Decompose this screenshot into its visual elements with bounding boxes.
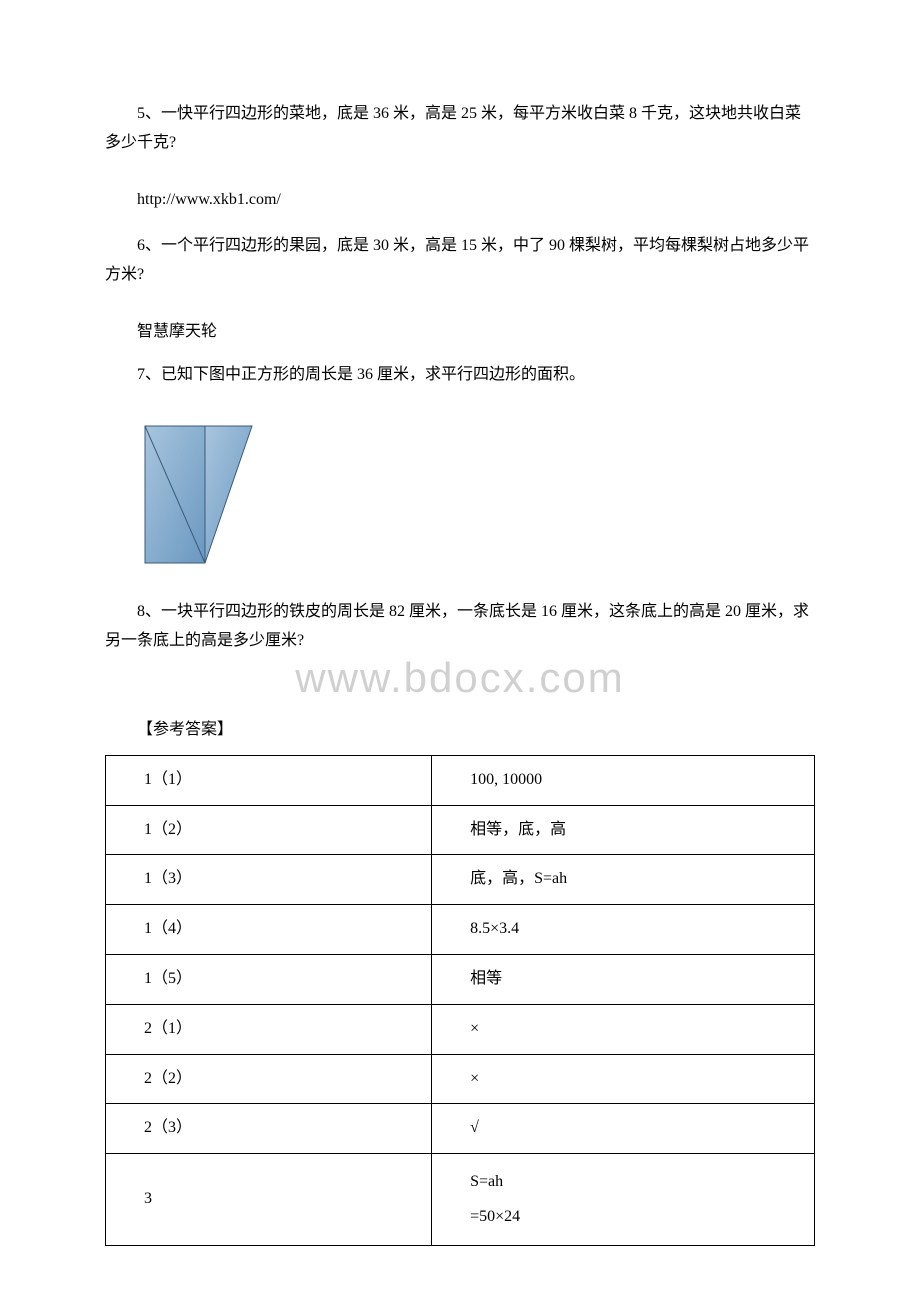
table-row: 1（5） 相等 bbox=[106, 954, 815, 1004]
answer-key-cell: 1（3） bbox=[106, 855, 432, 905]
answer-value-cell-multiline: S=ah =50×24 bbox=[432, 1154, 815, 1245]
url-link: http://www.xkb1.com/ bbox=[105, 186, 815, 215]
answer-key-cell: 2（3） bbox=[106, 1104, 432, 1154]
problem-8: 8、一块平行四边形的铁皮的周长是 82 厘米，一条底长是 16 厘米，这条底上的… bbox=[105, 598, 815, 656]
answer-value-cell: 100, 10000 bbox=[432, 755, 815, 805]
answer-key-cell: 1（1） bbox=[106, 755, 432, 805]
table-row: 3 S=ah =50×24 bbox=[106, 1154, 815, 1245]
answer-value-cell: × bbox=[432, 1004, 815, 1054]
answer-key-cell: 2（2） bbox=[106, 1054, 432, 1104]
table-row: 2（3） √ bbox=[106, 1104, 815, 1154]
answer-key-cell: 2（1） bbox=[106, 1004, 432, 1054]
answer-key-cell: 1（5） bbox=[106, 954, 432, 1004]
answer-key-cell: 1（4） bbox=[106, 905, 432, 955]
answer-value-cell: 相等，底，高 bbox=[432, 805, 815, 855]
table-row: 1（2） 相等，底，高 bbox=[106, 805, 815, 855]
answer-table: 1（1） 100, 10000 1（2） 相等，底，高 1（3） 底，高，S=a… bbox=[105, 755, 815, 1246]
table-row: 1（4） 8.5×3.4 bbox=[106, 905, 815, 955]
problem-5: 5、一快平行四边形的菜地，底是 36 米，高是 25 米，每平方米收白菜 8 千… bbox=[105, 100, 815, 158]
answer-line-1: S=ah bbox=[470, 1164, 806, 1199]
ferris-wheel-title: 智慧摩天轮 bbox=[105, 318, 815, 347]
answer-value-cell: 8.5×3.4 bbox=[432, 905, 815, 955]
table-row: 1（1） 100, 10000 bbox=[106, 755, 815, 805]
parallelogram-square-diagram bbox=[137, 418, 815, 579]
table-row: 2（2） × bbox=[106, 1054, 815, 1104]
answer-line-2: =50×24 bbox=[470, 1199, 806, 1234]
answer-value-cell: √ bbox=[432, 1104, 815, 1154]
problem-7: 7、已知下图中正方形的周长是 36 厘米，求平行四边形的面积。 bbox=[105, 361, 815, 390]
table-row: 1（3） 底，高，S=ah bbox=[106, 855, 815, 905]
answer-key-cell: 3 bbox=[106, 1154, 432, 1245]
answer-value-cell: 底，高，S=ah bbox=[432, 855, 815, 905]
answer-value-cell: × bbox=[432, 1054, 815, 1104]
answer-key-cell: 1（2） bbox=[106, 805, 432, 855]
table-row: 2（1） × bbox=[106, 1004, 815, 1054]
answer-key-title: 【参考答案】 bbox=[105, 716, 815, 745]
problem-6: 6、一个平行四边形的果园，底是 30 米，高是 15 米，中了 90 棵梨树，平… bbox=[105, 232, 815, 290]
answer-value-cell: 相等 bbox=[432, 954, 815, 1004]
